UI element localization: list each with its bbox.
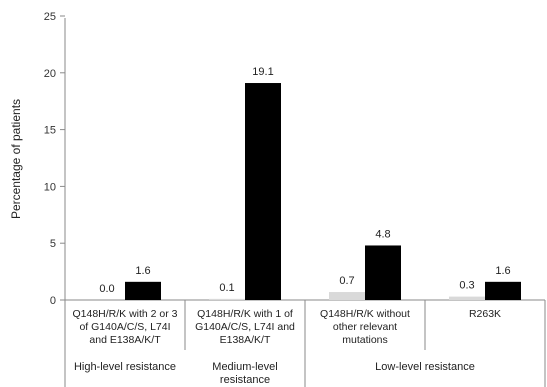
category-label: R263K [469,308,501,320]
bar [329,292,365,300]
category-label: G140A/C/S, L74I and [195,321,295,333]
y-tick-label: 15 [44,125,56,137]
category-label: Q148H/R/K with 2 or 3 [72,308,177,320]
data-label: 0.0 [99,283,114,295]
category-label: of G140A/C/S, L74I [79,321,170,333]
bar [209,298,245,300]
bar [125,281,161,300]
data-label: 1.6 [495,265,510,277]
data-label: 0.1 [219,282,234,294]
category-labels: Q148H/R/K with 2 or 3of G140A/C/S, L74Ia… [64,300,546,387]
group-label: Low-level resistance [375,361,475,373]
category-label: other relevant [333,321,397,333]
group-label: High-level resistance [74,361,176,373]
y-tick-label: 10 [44,181,56,193]
y-tick-label: 0 [50,295,56,307]
category-label: and E138A/K/T [89,334,161,346]
y-tick-label: 25 [44,11,56,23]
group-label: Medium-level [212,361,277,373]
data-label: 19.1 [252,66,273,78]
group-labels: High-level resistance Medium-levelresista… [74,361,475,386]
data-label: 0.3 [459,280,474,292]
bar [245,83,281,300]
bars [125,83,521,300]
y-tick-label: 20 [44,68,56,80]
data-label: 1.6 [135,265,150,277]
y-tick-label: 5 [50,238,56,250]
bar [485,281,521,300]
data-label: 0.7 [339,275,354,287]
category-label: Q148H/R/K without [320,308,410,320]
category-label: E138A/K/T [220,334,271,346]
bar [449,296,485,300]
category-label: mutations [342,334,388,346]
category-label: Q148H/R/K with 1 of [197,308,293,320]
data-label: 4.8 [375,228,390,240]
data-labels: 0.0 0.1 0.7 0.3 1.6 19.1 4.8 1.6 [99,66,510,295]
y-axis-ticks: 0 5 10 15 20 25 [44,11,65,307]
bar [365,245,401,300]
group-label: resistance [220,374,270,386]
y-axis-title: Percentage of patients [9,99,23,219]
